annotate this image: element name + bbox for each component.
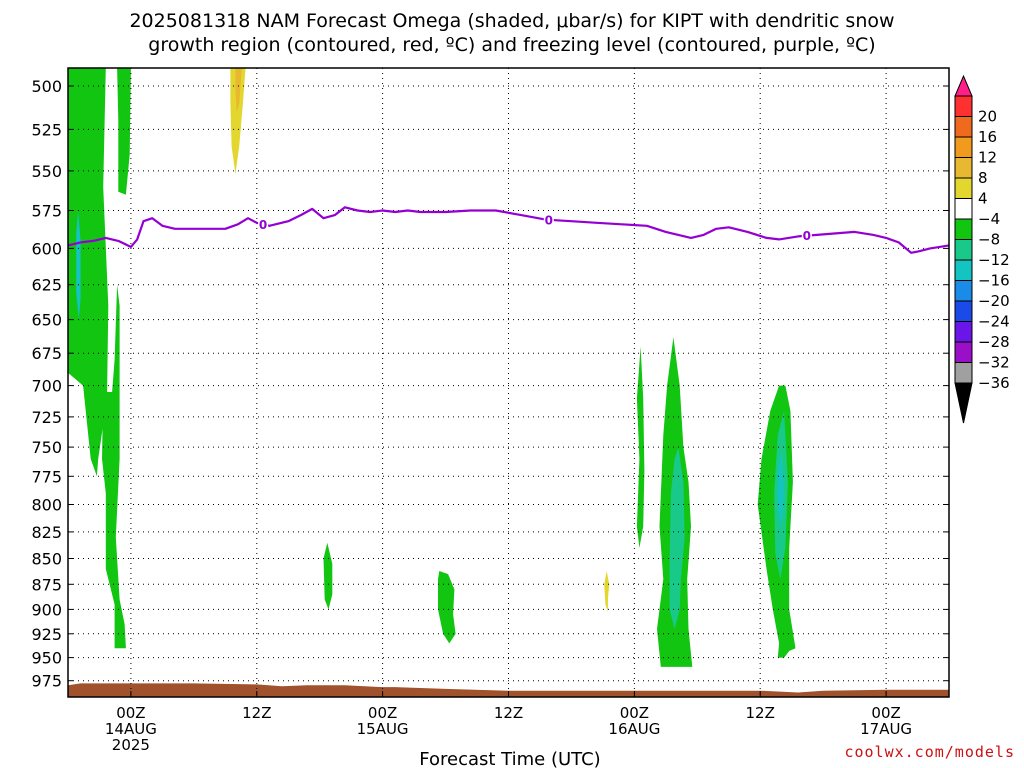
y-tick-label: 750 bbox=[31, 438, 62, 457]
chart-title-line1: 2025081318 NAM Forecast Omega (shaded, μ… bbox=[129, 10, 894, 32]
y-tick-label: 725 bbox=[31, 408, 62, 427]
x-tick-date: 15AUG bbox=[357, 720, 409, 738]
x-tick-label: 12Z bbox=[242, 704, 271, 722]
freezing-label-bg bbox=[543, 212, 554, 227]
y-tick-label: 925 bbox=[31, 625, 62, 644]
x-tick-year: 2025 bbox=[112, 736, 150, 754]
x-tick-label: 00Z bbox=[368, 704, 397, 722]
freezing-level-label: 0 bbox=[259, 218, 267, 232]
y-tick-label: 975 bbox=[31, 672, 62, 691]
colorbar-label: −12 bbox=[978, 251, 1010, 269]
colorbar-label: −4 bbox=[978, 210, 1000, 228]
credit-text: coolwx.com/models bbox=[844, 743, 1015, 761]
y-tick-label: 875 bbox=[31, 575, 62, 594]
omega-neg-8-hour43 bbox=[669, 447, 685, 629]
y-tick-label: 850 bbox=[31, 550, 62, 569]
colorbar-label: −36 bbox=[978, 374, 1010, 392]
freezing-level-line bbox=[67, 206, 950, 254]
y-tick-label: 625 bbox=[31, 276, 62, 295]
colorbar-label: 16 bbox=[978, 128, 997, 146]
colorbar-box bbox=[954, 136, 973, 158]
y-tick-label: 950 bbox=[31, 649, 62, 668]
colorbar-box bbox=[954, 362, 973, 384]
colorbar-box bbox=[954, 218, 973, 240]
y-tick-label: 650 bbox=[31, 311, 62, 330]
y-tick-label: 575 bbox=[31, 202, 62, 221]
colorbar-label: −32 bbox=[978, 354, 1010, 372]
x-tick-label: 00Z bbox=[620, 704, 649, 722]
y-tick-label: 675 bbox=[31, 344, 62, 363]
ground-band-fill bbox=[68, 683, 949, 697]
omega-neg-4-tower-b bbox=[117, 68, 131, 195]
colorbar-label: 12 bbox=[978, 149, 997, 167]
omega-pos-4-hour8 bbox=[230, 68, 246, 175]
freezing-level-label: 0 bbox=[545, 213, 553, 227]
omega-neg-12-thin bbox=[76, 210, 81, 320]
y-tick-label: 775 bbox=[31, 467, 62, 486]
omega-pos-8-hour8 bbox=[235, 68, 242, 113]
plot-background bbox=[68, 68, 949, 697]
omega-neg-4-hour16 bbox=[323, 542, 333, 610]
colorbar-bottom-arrow bbox=[954, 382, 973, 424]
colorbar-box bbox=[954, 321, 973, 343]
y-tick-label: 900 bbox=[31, 600, 62, 619]
y-tick-label: 525 bbox=[31, 120, 62, 139]
colorbar-label: −20 bbox=[978, 292, 1010, 310]
x-tick-date: 17AUG bbox=[860, 720, 912, 738]
colorbar-label: −16 bbox=[978, 272, 1010, 290]
y-tick-label: 825 bbox=[31, 523, 62, 542]
colorbar-box bbox=[954, 239, 973, 261]
colorbar-label: −8 bbox=[978, 231, 1000, 249]
x-tick-label: 00Z bbox=[871, 704, 900, 722]
omega-neg-4-tower-a bbox=[68, 68, 109, 477]
colorbar-label: −28 bbox=[978, 333, 1010, 351]
x-tick-label: 12Z bbox=[494, 704, 523, 722]
x-tick-date: 16AUG bbox=[608, 720, 660, 738]
omega-pos-4-hour38 bbox=[604, 571, 610, 612]
y-tick-label: 600 bbox=[31, 239, 62, 258]
y-axis-ticks: 500 525 550 575 600 625 650 675 700 725 750 775 800 8… bbox=[31, 77, 949, 691]
colorbar-box bbox=[954, 198, 973, 220]
y-tick-label: 700 bbox=[31, 377, 62, 396]
colorbar-box bbox=[954, 157, 973, 179]
x-tick-label: 12Z bbox=[746, 704, 775, 722]
x-tick-date: 14AUG bbox=[105, 720, 157, 738]
y-tick-label: 550 bbox=[31, 162, 62, 181]
colorbar-top-arrow bbox=[954, 74, 973, 97]
freezing-level-label: 0 bbox=[803, 229, 811, 243]
chart-title-line2: growth region (contoured, red, ºC) and f… bbox=[148, 34, 875, 56]
colorbar-box bbox=[954, 300, 973, 322]
omega-neg-4-hour26 bbox=[438, 571, 456, 644]
colorbar-box bbox=[954, 177, 973, 199]
x-axis-label: Forecast Time (UTC) bbox=[419, 749, 600, 768]
omega-neg-4-tower-a-lower bbox=[102, 284, 126, 649]
ground-band bbox=[68, 683, 949, 697]
colorbar-label: 20 bbox=[978, 108, 997, 126]
colorbar-box bbox=[954, 259, 973, 281]
omega-neg-12-hour51 bbox=[777, 453, 785, 527]
omega-neg-4-hour41 bbox=[636, 346, 645, 548]
colorbar: 20 16 12 8 4 −4 −8 −12 −16 −20 −24 −28 −32 −36 bbox=[954, 74, 1010, 424]
colorbar-box bbox=[954, 280, 973, 302]
colorbar-label: 4 bbox=[978, 190, 988, 208]
y-tick-label: 800 bbox=[31, 496, 62, 515]
freezing-level-contour: 0 0 0 bbox=[67, 206, 950, 254]
freezing-label-bg bbox=[801, 228, 812, 243]
x-tick-label: 00Z bbox=[116, 704, 145, 722]
colorbar-label: 8 bbox=[978, 169, 988, 187]
colorbar-box bbox=[954, 341, 973, 363]
grid-lines bbox=[68, 68, 949, 697]
colorbar-box bbox=[954, 95, 973, 117]
colorbar-label: −24 bbox=[978, 313, 1010, 331]
y-tick-label: 500 bbox=[31, 77, 62, 96]
colorbar-box bbox=[954, 116, 973, 138]
freezing-label-bg bbox=[258, 217, 269, 232]
